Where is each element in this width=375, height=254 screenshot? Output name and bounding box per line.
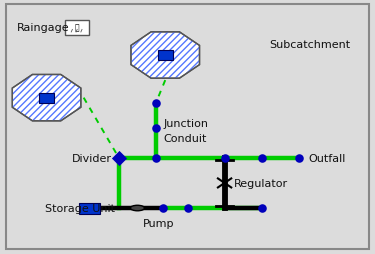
Text: Divider: Divider xyxy=(72,153,111,163)
Point xyxy=(153,126,159,130)
Point xyxy=(296,156,302,160)
Point xyxy=(184,206,190,210)
Text: Subcatchment: Subcatchment xyxy=(269,40,350,50)
Polygon shape xyxy=(131,33,200,79)
Text: Outfall: Outfall xyxy=(308,153,345,163)
Point xyxy=(259,206,265,210)
Point xyxy=(153,101,159,105)
Point xyxy=(222,156,228,160)
Ellipse shape xyxy=(130,205,144,211)
Text: ⛅: ⛅ xyxy=(75,23,80,32)
Text: Pump: Pump xyxy=(143,218,174,228)
Text: Junction: Junction xyxy=(164,118,209,128)
Text: Raingage: Raingage xyxy=(17,23,69,33)
Text: Storage Unit: Storage Unit xyxy=(45,203,115,213)
Bar xyxy=(158,51,172,61)
Point xyxy=(259,156,265,160)
Point xyxy=(116,156,122,160)
Bar xyxy=(39,93,54,103)
Bar xyxy=(79,203,100,214)
Bar xyxy=(65,21,89,36)
Text: Conduit: Conduit xyxy=(164,133,207,143)
Point xyxy=(153,156,159,160)
Point xyxy=(160,206,166,210)
Text: Regulator: Regulator xyxy=(234,178,288,188)
Polygon shape xyxy=(12,75,81,121)
